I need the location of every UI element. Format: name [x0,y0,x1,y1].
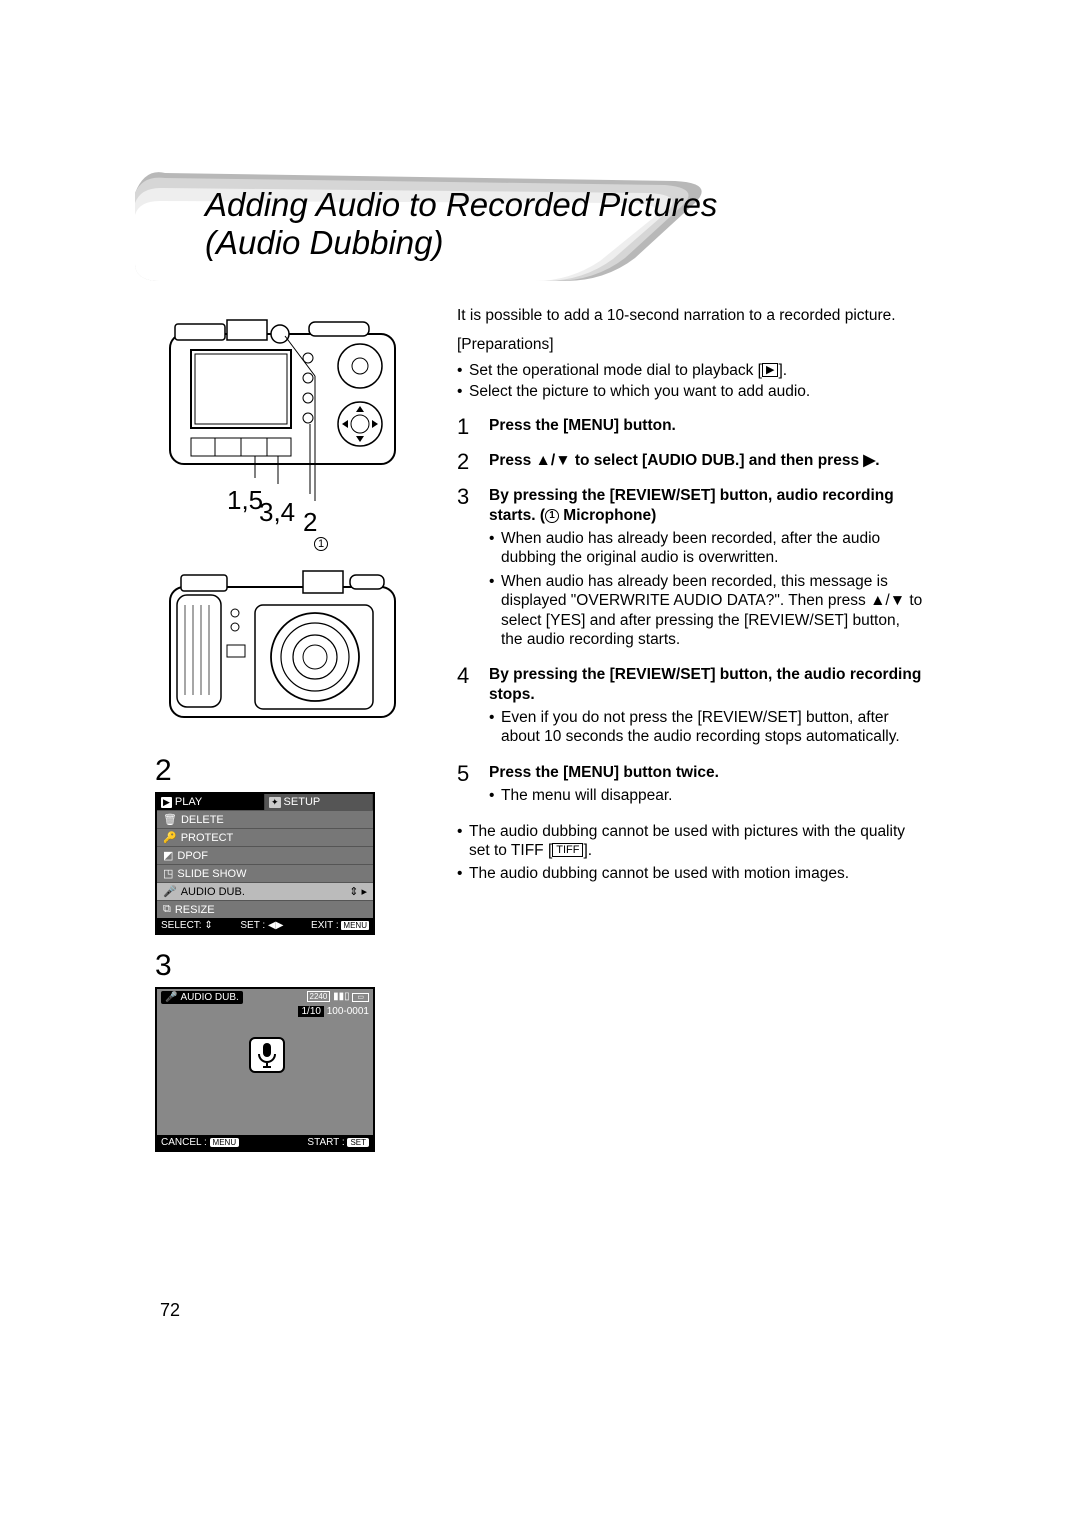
rec-top-right: 2240 ▮▮▯ ▭ [307,991,370,1004]
prep-item: Select the picture to which you want to … [457,382,925,401]
callout-2: 2 [303,507,317,538]
left-column: 1,5 3,4 2 1 [155,306,435,1152]
menu-item-slideshow: ◳SLIDE SHOW [157,864,373,882]
step5-bullet: The menu will disappear. [489,786,925,805]
play-icon: ▶ [161,797,172,808]
step-title: By pressing the [REVIEW/SET] button, the… [489,665,925,704]
menu-tab-play-label: PLAY [175,796,202,808]
menu-item-resize: ⧉RESIZE [157,900,373,918]
rec-top-label: 🎤AUDIO DUB. [161,991,243,1004]
step-title: Press the [MENU] button twice. [489,763,925,782]
step-2: 2 Press ▲/▼ to select [AUDIO DUB.] and t… [457,451,925,474]
step-1: 1 Press the [MENU] button. [457,416,925,439]
step4-bullet: Even if you do not press the [REVIEW/SET… [489,708,925,747]
menu-tab-play: ▶ PLAY [157,794,265,810]
preparations-list: Set the operational mode dial to playbac… [457,361,925,402]
rec-counter: 1/10 100-0001 [157,1006,373,1017]
callout-labels: 1,5 3,4 2 1 [155,511,435,571]
right-column: It is possible to add a 10-second narrat… [457,306,925,1152]
step-title: Press ▲/▼ to select [AUDIO DUB.] and the… [489,451,925,470]
dpof-icon: ◩ [163,849,173,862]
step-4: 4 By pressing the [REVIEW/SET] button, t… [457,665,925,751]
big-mic-icon [249,1037,285,1073]
menu-item-audiodub: 🎤AUDIO DUB.⇕ ▸ [157,882,373,900]
note-item: The audio dubbing cannot be used with pi… [457,822,925,861]
menu-item-protect: 🔑PROTECT [157,828,373,846]
menu-tab-setup-label: SETUP [284,796,321,808]
wrench-icon: ✦ [269,797,281,808]
manual-page: Adding Audio to Recorded Pictures (Audio… [155,168,925,1152]
updown-icon: ⇕ ▸ [349,885,367,898]
recording-screen: 🎤AUDIO DUB. 2240 ▮▮▯ ▭ 1/10 100-0001 CAN… [155,987,375,1152]
slide-icon: ◳ [163,867,173,880]
camera-back-illustration [155,306,415,506]
circled-1-icon: 1 [545,509,559,523]
callout-1-5: 1,5 [227,485,263,516]
menu-footer: SELECT: ⇕ SET : ◀▶ EXIT : MENU [157,918,373,933]
key-icon: 🔑 [163,831,177,844]
menu-screen: ▶ PLAY ✦ SETUP 🗑DELETE 🔑PROTECT ◩DPOF ◳S… [155,792,375,935]
menu-tab-setup: ✦ SETUP [265,794,373,810]
intro-text: It is possible to add a 10-second narrat… [457,306,925,325]
step-title: Press the [MENU] button. [489,416,925,435]
section-3-label: 3 [155,949,435,983]
section-2-label: 2 [155,754,435,788]
right-symbol: ▶ [863,452,875,469]
note-item: The audio dubbing cannot be used with mo… [457,864,925,883]
page-title: Adding Audio to Recorded Pictures (Audio… [155,168,925,262]
mic-icon: 🎤 [165,992,177,1003]
callout-circled-1: 1 [314,537,328,551]
step-title: By pressing the [REVIEW/SET] button, aud… [489,486,925,525]
menu-item-dpof: ◩DPOF [157,846,373,864]
tiff-badge: TIFF [552,843,583,857]
trash-icon: 🗑 [163,813,177,826]
battery-icon: ▭ [352,993,369,1002]
title-banner: Adding Audio to Recorded Pictures (Audio… [155,168,925,298]
resize-icon: ⧉ [163,903,171,916]
callout-3-4: 3,4 [259,497,295,528]
step-5: 5 Press the [MENU] button twice. The men… [457,763,925,810]
updown-symbol: ▲/▼ [536,452,571,469]
page-number: 72 [160,1300,180,1321]
step-3: 3 By pressing the [REVIEW/SET] button, a… [457,486,925,653]
steps-list: 1 Press the [MENU] button. 2 Press ▲/▼ t… [457,416,925,810]
preparations-label: [Preparations] [457,335,925,354]
title-line-1: Adding Audio to Recorded Pictures [205,186,717,223]
mic-icon: 🎤 [163,885,177,898]
menu-item-delete: 🗑DELETE [157,810,373,828]
signal-icon: ▮▮▯ [333,991,350,1002]
camera-front-illustration [155,565,415,735]
notes-list: The audio dubbing cannot be used with pi… [457,822,925,884]
title-line-2: (Audio Dubbing) [205,224,443,261]
step3-bullet: When audio has already been recorded, th… [489,572,925,650]
playback-icon: ▶ [762,363,778,377]
rec-footer: CANCEL : MENU START : SET [157,1135,373,1150]
prep-item: Set the operational mode dial to playbac… [457,361,925,380]
step3-bullet: When audio has already been recorded, af… [489,529,925,568]
